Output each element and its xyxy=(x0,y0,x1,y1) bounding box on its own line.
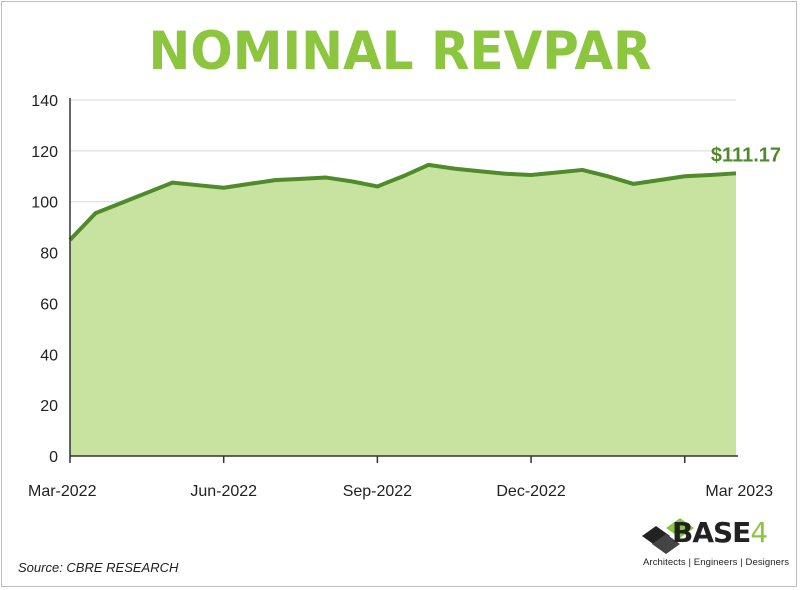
area-line xyxy=(68,162,737,242)
y-tick-label: 40 xyxy=(40,347,58,364)
x-tick-label: Mar 2023 xyxy=(705,483,773,500)
y-tick-label: 140 xyxy=(31,93,58,110)
y-tick-label: 100 xyxy=(31,195,58,212)
source-note: Source: CBRE RESEARCH xyxy=(18,560,179,575)
x-tick-label: Dec-2022 xyxy=(496,483,565,500)
axes xyxy=(69,98,738,457)
y-axis-ticks: 0 20 40 60 80 100 120 140 xyxy=(31,93,58,466)
y-tick-label: 60 xyxy=(40,296,58,313)
area-fill xyxy=(70,164,736,457)
x-tick-label: Mar-2022 xyxy=(28,483,97,500)
logo-name: BASE xyxy=(672,516,751,549)
y-tick-label: 80 xyxy=(40,246,58,263)
area-series xyxy=(68,162,737,457)
logo-wordmark: BASE4 xyxy=(672,516,768,549)
logo-tagline: Architects | Engineers | Designers xyxy=(643,557,790,568)
chart-title: NOMINAL REVPAR xyxy=(148,20,652,82)
logo-number: 4 xyxy=(750,516,768,549)
y-tick-label: 20 xyxy=(40,398,58,415)
y-tick-label: 120 xyxy=(31,144,58,161)
x-axis-ticks: Mar-2022 Jun-2022 Sep-2022 Dec-2022 Mar 2023 xyxy=(28,456,773,500)
base4-logo-icon xyxy=(642,518,694,554)
x-tick-label: Sep-2022 xyxy=(343,483,412,500)
x-tick-label: Jun-2022 xyxy=(190,483,257,500)
y-tick-label: 0 xyxy=(49,449,58,466)
end-value-label: $111.17 xyxy=(711,144,781,166)
